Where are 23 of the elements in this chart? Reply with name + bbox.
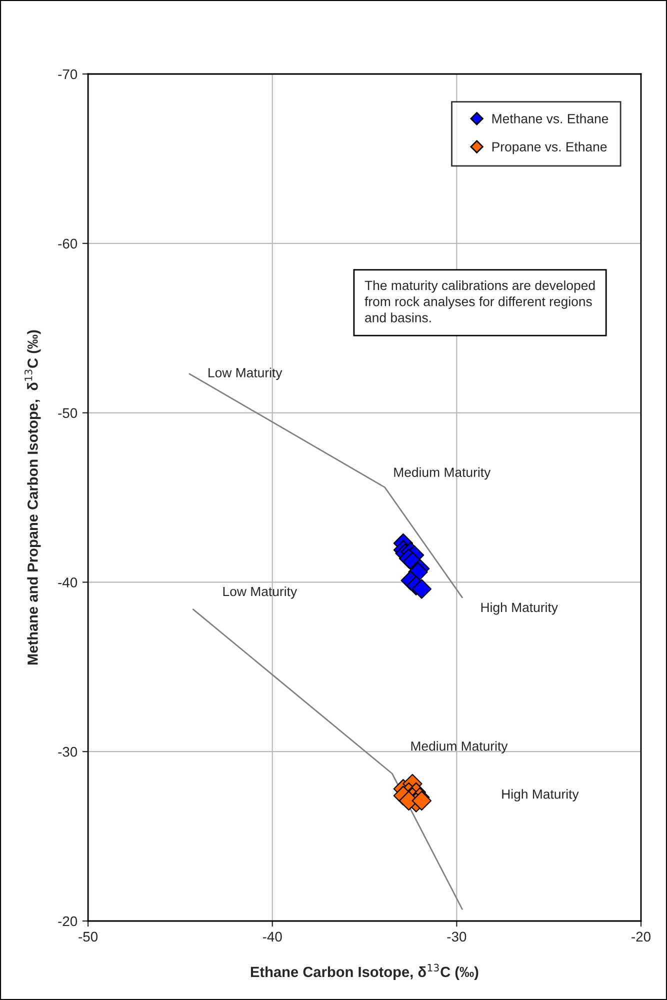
x-tick-label: -40 xyxy=(262,932,282,942)
point xyxy=(412,579,432,599)
annotation: Medium Maturity xyxy=(411,741,508,754)
legend-label: Methane vs. Ethane xyxy=(492,114,608,124)
y-tick-label: -40 xyxy=(58,578,78,588)
x-tick-label: -20 xyxy=(632,932,650,942)
point xyxy=(412,790,432,811)
legend-label: Propane vs. Ethane xyxy=(492,142,607,154)
annotation: Medium Maturity xyxy=(394,467,491,480)
y-tick-label: -30 xyxy=(58,746,78,757)
annotation: High Maturity xyxy=(502,789,579,802)
x-tick-label: -50 xyxy=(78,932,98,942)
annotation: The maturity calibrations are developed from rock analyses for different regions and basins. xyxy=(364,280,595,322)
y-tick-label: -20 xyxy=(58,916,78,926)
y-tick-label: -50 xyxy=(58,408,78,418)
x-axis-title: Ethane Carbon Isotope, δ$^{13}$C (‰) xyxy=(250,964,478,980)
annotation: Low Maturity xyxy=(223,586,298,599)
y-tick-label: -70 xyxy=(58,69,78,80)
y-axis-title: Methane and Propane Carbon Isotope, δ$^{13}$C (‰) xyxy=(24,330,41,665)
y-tick-label: -60 xyxy=(58,238,78,249)
x-tick-label: -30 xyxy=(447,932,466,942)
annotation: Low Maturity xyxy=(208,368,282,380)
annotation: High Maturity xyxy=(481,602,558,615)
